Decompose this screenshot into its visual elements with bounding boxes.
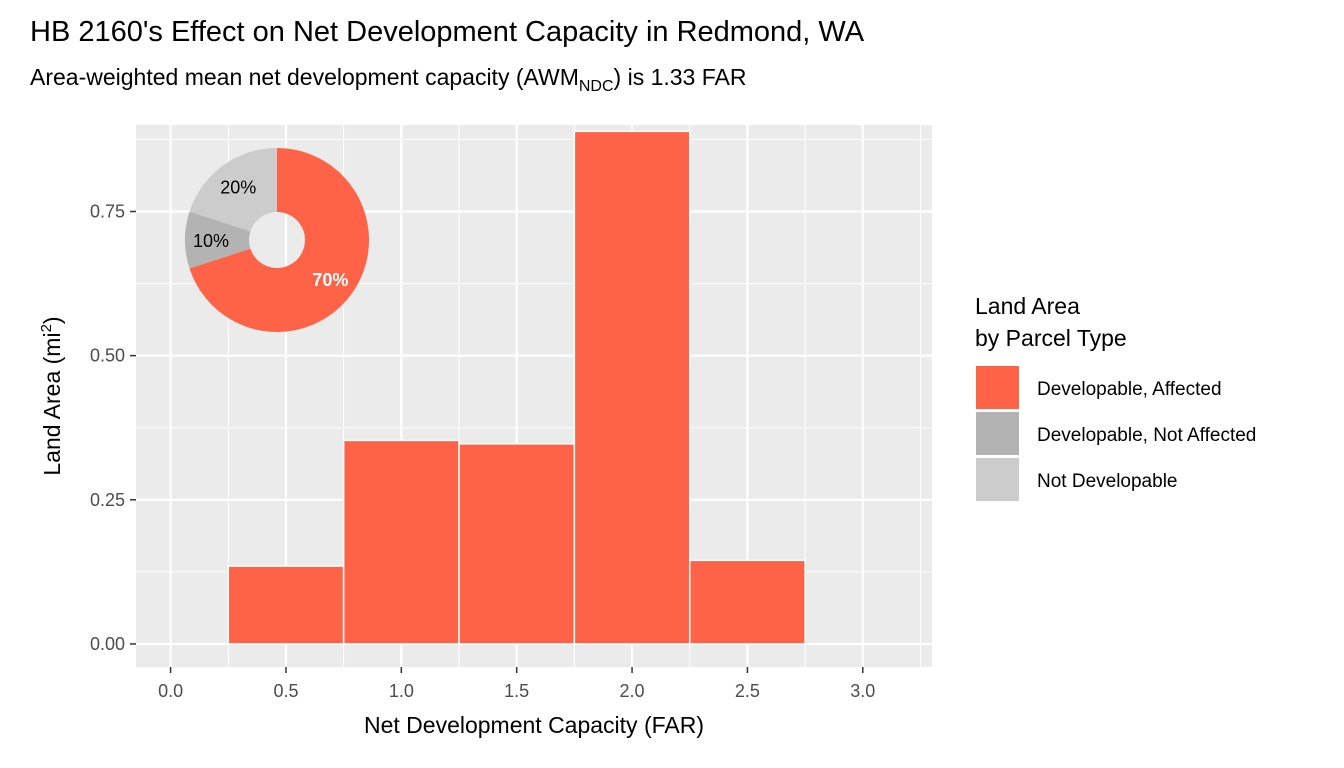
pie-slice-label: 10%	[193, 231, 229, 251]
x-tick-label: 2.0	[620, 681, 645, 701]
subtitle-text: Area-weighted mean net development capac…	[30, 64, 579, 90]
legend-swatch	[976, 412, 1019, 455]
pie-slice-label: 20%	[220, 178, 256, 198]
y-axis-title-text: Land Area (mi	[39, 332, 65, 475]
chart-title: HB 2160's Effect on Net Development Capa…	[30, 16, 865, 48]
legend-title-line-2: by Parcel Type	[975, 325, 1127, 351]
pie-slice	[189, 148, 369, 332]
y-tick-label: 0.25	[90, 490, 125, 510]
pie-slice	[185, 211, 251, 269]
y-axis-title-superscript: 2	[38, 324, 55, 332]
y-tick-label: 0.75	[90, 201, 125, 221]
y-tick-label: 0.00	[90, 634, 125, 654]
x-tick-label: 0.0	[158, 681, 183, 701]
pie-slice-label: 70%	[312, 270, 348, 290]
y-axis-ticks: 0.00 0.25 0.50 0.75	[90, 201, 136, 654]
y-axis-title: Land Area (mi2)	[38, 316, 65, 475]
chart-subtitle: Area-weighted mean net development capac…	[30, 64, 746, 95]
x-tick-label: 2.5	[735, 681, 760, 701]
legend: Land Area by Parcel Type Developable, Af…	[975, 293, 1256, 501]
x-axis-ticks: 0.0 0.5 1.0 1.5 2.0 2.5 3.0	[158, 667, 875, 701]
histogram-bar	[688, 559, 806, 645]
x-tick-label: 3.0	[850, 681, 875, 701]
histogram-bars	[227, 130, 806, 645]
y-axis-title-suffix: )	[39, 316, 65, 324]
x-tick-label: 1.0	[389, 681, 414, 701]
x-tick-label: 0.5	[273, 681, 298, 701]
subtitle-subscript: NDC	[579, 78, 614, 95]
inset-donut-chart: 70% 10% 20%	[185, 148, 369, 332]
legend-swatch	[976, 366, 1019, 409]
legend-title-line-1: Land Area	[975, 293, 1080, 319]
histogram-bar	[458, 443, 576, 645]
legend-item-label: Developable, Not Affected	[1037, 425, 1256, 446]
histogram-bar	[227, 565, 345, 645]
legend-item-label: Developable, Affected	[1037, 379, 1222, 400]
pie-slice	[189, 148, 277, 232]
x-tick-label: 1.5	[504, 681, 529, 701]
legend-items: Developable, Affected Developable, Not Af…	[976, 366, 1256, 501]
histogram-bar	[573, 130, 691, 645]
x-axis-title: Net Development Capacity (FAR)	[364, 712, 704, 738]
subtitle-suffix: ) is 1.33 FAR	[614, 64, 747, 90]
histogram-bar	[342, 439, 460, 645]
legend-swatch	[976, 458, 1019, 501]
legend-item-label: Not Developable	[1037, 471, 1177, 492]
y-tick-label: 0.50	[90, 346, 125, 366]
